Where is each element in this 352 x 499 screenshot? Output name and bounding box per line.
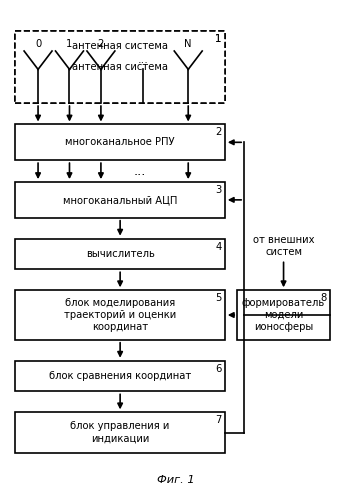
Text: блок управления и
индикации: блок управления и индикации xyxy=(70,422,170,444)
Text: антенная система: антенная система xyxy=(72,62,168,72)
Text: 8: 8 xyxy=(320,293,326,303)
Text: 1: 1 xyxy=(66,39,73,49)
Text: блок моделирования
траекторий и оценки
координат: блок моделирования траекторий и оценки к… xyxy=(64,297,176,332)
Text: от внешних
систем: от внешних систем xyxy=(253,236,314,257)
Text: ...: ... xyxy=(137,55,148,65)
Text: 1: 1 xyxy=(215,34,221,44)
Text: ...: ... xyxy=(133,165,145,178)
Text: 3: 3 xyxy=(215,185,221,195)
FancyBboxPatch shape xyxy=(15,239,225,269)
Text: антенная система: антенная система xyxy=(72,41,168,51)
Text: блок сравнения координат: блок сравнения координат xyxy=(49,371,191,381)
Text: многоканальный АЦП: многоканальный АЦП xyxy=(63,195,177,205)
Text: 2: 2 xyxy=(98,39,104,49)
FancyBboxPatch shape xyxy=(15,412,225,453)
Text: формирователь
модели
ионосферы: формирователь модели ионосферы xyxy=(242,297,325,332)
Text: 6: 6 xyxy=(215,364,221,374)
FancyBboxPatch shape xyxy=(15,31,225,103)
Text: 1: 1 xyxy=(215,34,221,44)
Text: 0: 0 xyxy=(35,39,41,49)
FancyBboxPatch shape xyxy=(15,290,225,340)
FancyBboxPatch shape xyxy=(15,182,225,218)
FancyBboxPatch shape xyxy=(15,361,225,391)
FancyBboxPatch shape xyxy=(237,290,330,340)
Text: 5: 5 xyxy=(215,293,221,303)
Text: вычислитель: вычислитель xyxy=(86,249,155,259)
FancyBboxPatch shape xyxy=(15,31,225,103)
Text: Фиг. 1: Фиг. 1 xyxy=(157,475,195,485)
Text: 7: 7 xyxy=(215,415,221,425)
FancyBboxPatch shape xyxy=(15,124,225,160)
Text: 4: 4 xyxy=(215,242,221,251)
Text: многоканальное РПУ: многоканальное РПУ xyxy=(65,137,175,147)
Text: 2: 2 xyxy=(215,127,221,137)
Text: N: N xyxy=(184,39,192,49)
